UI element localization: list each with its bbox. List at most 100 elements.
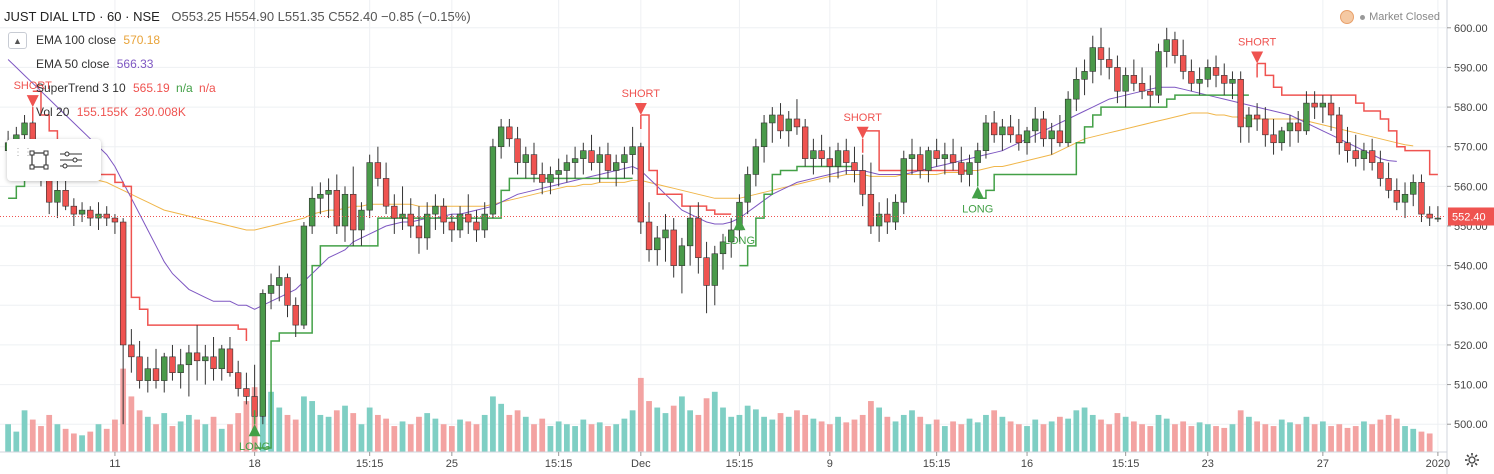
drag-handle-icon[interactable]: ⋮⋮ xyxy=(13,147,33,158)
volume-bar xyxy=(1098,419,1104,452)
y-tick-label: 600.00 xyxy=(1454,23,1488,35)
candle xyxy=(506,126,513,140)
candle xyxy=(990,122,998,136)
candle xyxy=(1007,126,1014,136)
volume-bar xyxy=(974,422,981,452)
volume-bar xyxy=(1106,424,1113,452)
volume-bar xyxy=(1344,427,1351,452)
candle xyxy=(588,150,595,163)
candle xyxy=(867,193,875,227)
market-status-label: Market Closed xyxy=(1369,11,1440,23)
symbol-title[interactable]: JUST DIAL LTD · 60 · NSE xyxy=(4,9,160,24)
volume-bar xyxy=(547,426,554,452)
volume-bar xyxy=(522,416,529,452)
candle xyxy=(1377,162,1384,179)
candle xyxy=(851,162,858,171)
volume-bar xyxy=(703,398,710,452)
indicator-volume[interactable]: Vol 20 155.155K 230.008K xyxy=(36,105,186,119)
x-tick-label: 15:15 xyxy=(356,458,384,470)
supertrend-line xyxy=(8,178,26,199)
collapse-indicators-button[interactable]: ▲ xyxy=(8,32,27,49)
volume-bar xyxy=(1081,407,1088,452)
candle xyxy=(1179,55,1187,72)
gear-icon[interactable] xyxy=(1464,452,1480,468)
volume-bar xyxy=(621,418,628,452)
candle xyxy=(103,213,110,219)
volume-bar xyxy=(539,418,546,452)
candle xyxy=(678,245,686,266)
candle xyxy=(1303,102,1310,132)
volume-bar xyxy=(1172,424,1178,452)
candle xyxy=(613,162,620,171)
indicator-supertrend[interactable]: SuperTrend 3 10 565.19 n/a n/a xyxy=(36,81,216,95)
candle xyxy=(136,356,143,381)
candle xyxy=(695,217,702,259)
candle xyxy=(54,190,61,203)
candle xyxy=(514,138,521,163)
long-signal-arrow xyxy=(971,186,984,199)
y-tick-label: 500.00 xyxy=(1454,419,1488,431)
short-signal-arrow xyxy=(856,126,869,139)
series-line xyxy=(7,112,1414,231)
volume-bar xyxy=(810,418,817,452)
candle xyxy=(760,122,768,148)
volume-bar xyxy=(21,410,28,452)
indicator-value-2: n/a xyxy=(176,81,193,95)
candle xyxy=(169,356,176,373)
candle xyxy=(711,253,718,286)
x-tick-label: 18 xyxy=(248,458,260,470)
volume-bar xyxy=(153,424,159,452)
indicator-name: EMA 50 close xyxy=(36,57,110,71)
volume-bar xyxy=(654,407,661,452)
candle xyxy=(1032,118,1039,132)
candle xyxy=(1410,182,1417,195)
candle xyxy=(604,154,612,171)
candle xyxy=(1278,130,1285,144)
candle xyxy=(218,348,225,370)
volume-bar xyxy=(802,414,809,452)
volume-bar xyxy=(794,410,800,452)
candle xyxy=(1352,150,1359,159)
x-tick-label: 11 xyxy=(109,458,120,470)
candle xyxy=(645,221,653,251)
candle xyxy=(226,348,234,373)
indicator-ema100[interactable]: EMA 100 close 570.18 xyxy=(36,33,160,47)
candle xyxy=(1368,150,1376,163)
candle xyxy=(292,304,299,326)
candle xyxy=(1056,130,1064,144)
candle xyxy=(424,213,431,239)
candle xyxy=(917,154,924,171)
volume-bar xyxy=(826,424,833,452)
candle xyxy=(1385,178,1392,191)
volume-bar xyxy=(358,424,365,452)
candle xyxy=(358,209,365,231)
volume-bar xyxy=(859,414,866,452)
list-lines-icon[interactable] xyxy=(55,144,87,176)
candle xyxy=(999,126,1006,136)
indicator-name: Vol 20 xyxy=(36,105,70,119)
volume-bar xyxy=(70,433,77,452)
x-tick-label: 15:15 xyxy=(545,458,573,470)
indicator-ema50[interactable]: EMA 50 close 566.33 xyxy=(36,57,153,71)
volume-bar xyxy=(375,414,381,452)
candle xyxy=(966,162,973,175)
volume-bar xyxy=(1057,416,1063,452)
volume-bar xyxy=(317,414,324,452)
y-tick-label: 570.00 xyxy=(1454,142,1488,154)
market-status[interactable]: Market Closed xyxy=(1340,10,1440,24)
candle xyxy=(1401,193,1409,203)
volume-bar xyxy=(144,416,151,452)
drawing-toolbox: ⋮⋮ xyxy=(7,139,101,181)
indicator-value: 570.18 xyxy=(123,33,161,47)
candle xyxy=(982,122,990,151)
candle xyxy=(1040,118,1047,140)
volume-bar xyxy=(687,410,694,452)
volume-bar xyxy=(596,422,603,452)
volume-bar xyxy=(309,401,316,452)
volume-bar xyxy=(1180,421,1187,452)
volume-bar xyxy=(1270,426,1277,452)
volume-bar xyxy=(432,418,439,452)
rectangle-select-icon[interactable] xyxy=(23,144,55,176)
candle xyxy=(670,229,677,266)
